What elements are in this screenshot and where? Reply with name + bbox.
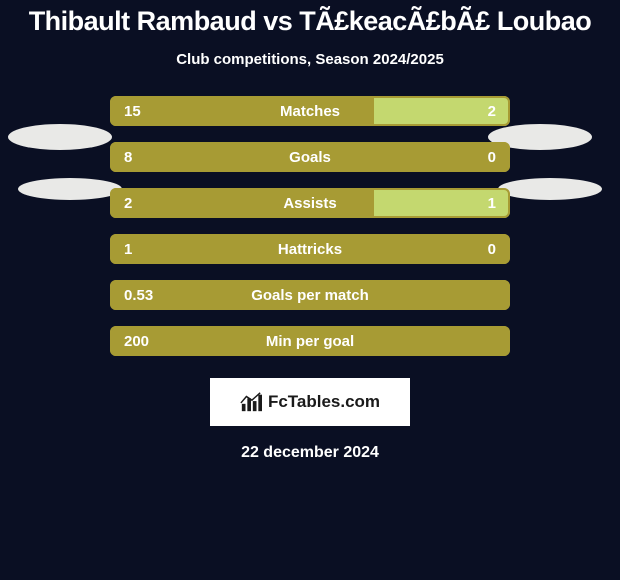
stat-label: Hattricks bbox=[110, 234, 510, 264]
stat-row: 152Matches bbox=[110, 96, 510, 126]
stat-row: 10Hattricks bbox=[110, 234, 510, 264]
player-left-badge-1 bbox=[8, 124, 112, 150]
stat-label: Matches bbox=[110, 96, 510, 126]
stat-label: Assists bbox=[110, 188, 510, 218]
fctables-logo: Fc Tables .com bbox=[210, 378, 410, 426]
stat-row: 0.53Goals per match bbox=[110, 280, 510, 310]
logo-fc: Fc bbox=[268, 392, 288, 412]
stat-row: 80Goals bbox=[110, 142, 510, 172]
subtitle: Club competitions, Season 2024/2025 bbox=[0, 51, 620, 68]
logo-text: Fc Tables .com bbox=[268, 392, 380, 412]
comparison-card: Thibault Rambaud vs TÃ£keacÃ£bÃ£ Loubao … bbox=[0, 0, 620, 580]
stat-label: Goals bbox=[110, 142, 510, 172]
player-left-badge-2 bbox=[18, 178, 122, 200]
stat-label: Goals per match bbox=[110, 280, 510, 310]
date-caption: 22 december 2024 bbox=[0, 444, 620, 462]
bar-chart-icon bbox=[240, 391, 262, 413]
stat-row: 21Assists bbox=[110, 188, 510, 218]
stat-label: Min per goal bbox=[110, 326, 510, 356]
stat-row: 200Min per goal bbox=[110, 326, 510, 356]
logo-dotcom: .com bbox=[340, 392, 380, 412]
page-title: Thibault Rambaud vs TÃ£keacÃ£bÃ£ Loubao bbox=[0, 0, 620, 37]
player-right-badge-2 bbox=[498, 178, 602, 200]
logo-tables: Tables bbox=[288, 392, 341, 412]
